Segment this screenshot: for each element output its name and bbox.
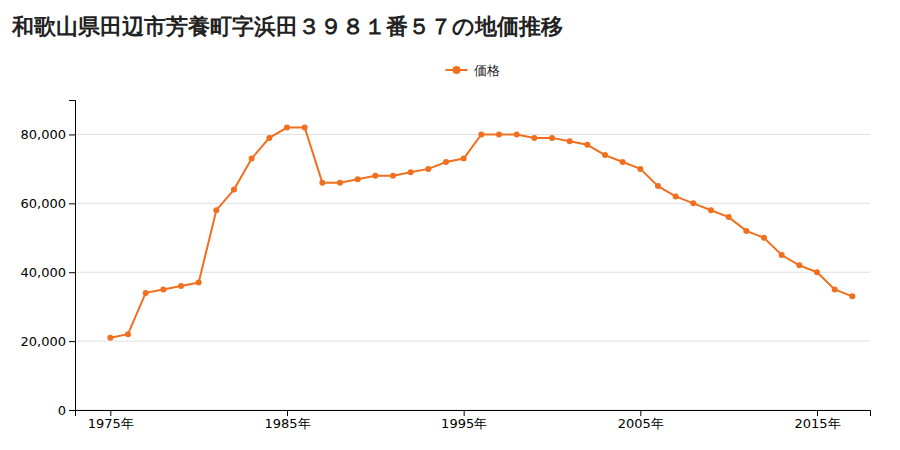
marker (302, 125, 308, 131)
marker (584, 142, 590, 148)
tick-label: 60,000 (21, 196, 67, 211)
tick-label: 1985年 (264, 416, 310, 431)
marker (160, 286, 166, 292)
marker (319, 180, 325, 186)
marker (478, 131, 484, 137)
marker (655, 183, 661, 189)
marker (779, 252, 785, 258)
marker (196, 280, 202, 286)
marker (496, 131, 502, 137)
marker (107, 335, 113, 341)
tick-mark (287, 410, 288, 416)
chart: 和歌山県田辺市芳養町字浜田３９８１番５７の地価推移 1975年 1985年 1995年… (0, 0, 900, 450)
tick-label: 80,000 (21, 127, 67, 142)
tick-mark (69, 341, 75, 342)
tick: 2005年 (618, 410, 664, 431)
axis-line (69, 101, 76, 411)
plot: 1975年 1985年 1995年 2005年 2015年 0 20,000 40,000 60… (21, 101, 871, 432)
tick-label: 2005年 (618, 416, 664, 431)
tick-label: 2015年 (794, 416, 840, 431)
marker (832, 286, 838, 292)
tick-label: 1995年 (441, 416, 487, 431)
marker (690, 200, 696, 206)
marker (796, 262, 802, 268)
tick: 1975年 (88, 410, 134, 431)
marker (514, 131, 520, 137)
y-axis: 0 20,000 40,000 60,000 80,000 (21, 101, 76, 418)
tick-label: 1975年 (88, 416, 134, 431)
marker (637, 166, 643, 172)
marker (213, 207, 219, 213)
tick-label: 0 (58, 403, 66, 418)
marker (125, 331, 131, 337)
marker (567, 138, 573, 144)
tick: 20,000 (21, 334, 76, 349)
tick-mark (817, 410, 818, 416)
tick-mark (69, 410, 75, 411)
title: 和歌山県田辺市芳養町字浜田３９８１番５７の地価推移 (11, 14, 563, 39)
marker (461, 156, 467, 162)
marker (743, 228, 749, 234)
tick-mark (464, 410, 465, 416)
tick: 1985年 (264, 410, 310, 431)
marker (849, 293, 855, 299)
marker (178, 283, 184, 289)
marker (284, 125, 290, 131)
tick-mark (110, 410, 111, 416)
tick-mark (640, 410, 641, 416)
legend-marker (453, 66, 461, 74)
marker (549, 135, 555, 141)
marker (372, 173, 378, 179)
marker (390, 173, 396, 179)
tick-label: 40,000 (21, 265, 67, 280)
tick: 60,000 (21, 196, 76, 211)
tick: 80,000 (21, 127, 76, 142)
marker (531, 135, 537, 141)
tick-mark (69, 203, 75, 204)
marker (814, 269, 820, 275)
marker (673, 193, 679, 199)
legend: 価格 (446, 63, 500, 78)
marker (708, 207, 714, 213)
marker (726, 214, 732, 220)
marker (249, 156, 255, 162)
marker (143, 290, 149, 296)
tick-mark (69, 272, 75, 273)
marker (425, 166, 431, 172)
tick: 1995年 (441, 410, 487, 431)
x-axis: 1975年 1985年 1995年 2005年 2015年 (76, 410, 871, 431)
grid-line (75, 203, 870, 204)
marker (408, 169, 414, 175)
marker (337, 180, 343, 186)
axis-line (76, 411, 871, 417)
marker (355, 176, 361, 182)
marker (620, 159, 626, 165)
marks (107, 125, 855, 341)
tick-label: 20,000 (21, 334, 67, 349)
tick: 0 (58, 403, 75, 418)
line (110, 128, 852, 338)
marker (602, 152, 608, 158)
grid-line (75, 272, 870, 273)
marker (761, 235, 767, 241)
grid (75, 134, 870, 410)
tick: 2015年 (794, 410, 840, 431)
tick: 40,000 (21, 265, 76, 280)
tick-mark (69, 134, 75, 135)
grid-line (75, 134, 870, 135)
marker (266, 135, 272, 141)
grid-line (75, 341, 870, 342)
legend-item: 価格 (446, 63, 500, 78)
marker (231, 187, 237, 193)
marker (443, 159, 449, 165)
legend-label: 価格 (474, 63, 500, 78)
